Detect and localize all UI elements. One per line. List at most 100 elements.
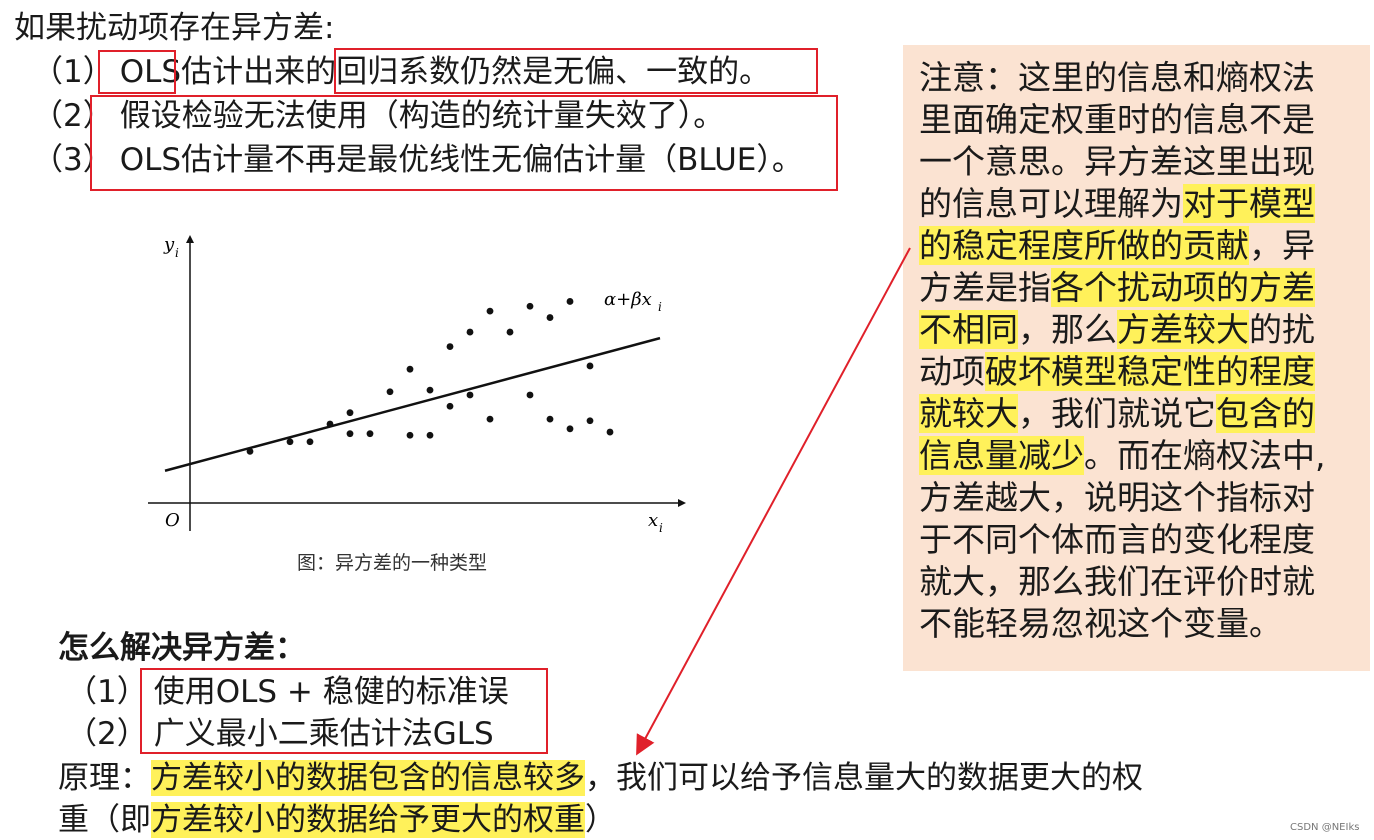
- note-text: 的信息可以理解为: [919, 184, 1183, 223]
- note-line: 一个意思。异方差这里出现: [919, 142, 1315, 181]
- consequence-2: （2） 假设检验无法使用（构造的统计量失效了）。: [32, 96, 724, 136]
- highlight-text: 不相同: [919, 310, 1018, 349]
- note-text: 的扰: [1249, 310, 1315, 349]
- note-line: 的稳定程度所做的贡献，异: [919, 225, 1315, 267]
- consequence-text: 估计出来的: [181, 54, 337, 90]
- note-text: 方差是指: [919, 268, 1051, 307]
- period: 。: [693, 98, 725, 134]
- note-text: ，我们就说它: [1018, 394, 1216, 433]
- item-number: （2）: [66, 716, 148, 752]
- regression-line-label: α+βx: [604, 289, 652, 310]
- note-line: 于不同个体而言的变化程度: [919, 520, 1315, 559]
- principle-text: 重（即: [58, 802, 151, 838]
- red-box-unbiased: [334, 48, 818, 94]
- note-text: 动项: [919, 352, 985, 391]
- scatter-figure: y i O x i α+βx i: [148, 234, 686, 535]
- y-axis-subscript: i: [175, 246, 179, 260]
- note-box: 注意：这里的信息和熵权法 里面确定权重时的信息不是 一个意思。异方差这里出现 的…: [903, 45, 1370, 671]
- item-number: （2）: [32, 98, 114, 134]
- highlight-text: 方差较小的数据给予更大的权重: [151, 802, 585, 838]
- highlight-text: 就较大: [919, 394, 1018, 433]
- scatter-point: [566, 425, 574, 433]
- consequence-1: （1） OLS估计出来的回归系数仍然是无偏、一致的。: [32, 52, 770, 92]
- scatter-point: [546, 415, 554, 423]
- y-axis-arrow: [186, 235, 194, 243]
- note-line: 里面确定权重时的信息不是: [919, 100, 1315, 139]
- scatter-point: [566, 298, 574, 305]
- scatter-point: [346, 409, 354, 417]
- highlight-text: 的稳定程度所做的贡献: [919, 226, 1249, 265]
- x-axis-arrow: [678, 499, 686, 507]
- scatter-point: [406, 431, 414, 439]
- solution-text: 广义最小二乘估计法GLS: [153, 716, 494, 752]
- item-number: （3）: [32, 142, 114, 178]
- figure-caption: 图：异方差的一种类型: [297, 552, 488, 574]
- note-line: 就较大，我们就说它包含的: [919, 393, 1315, 435]
- note-line: 动项破坏模型稳定性的程度: [919, 351, 1315, 393]
- scatter-point: [586, 417, 594, 425]
- note-line: 不相同，那么方差较大的扰: [919, 309, 1315, 351]
- arrow-line: [636, 247, 911, 756]
- item-number: （1）: [32, 54, 114, 90]
- regression-line: [164, 336, 661, 472]
- scatter-point: [426, 431, 434, 439]
- y-axis-label: y: [163, 234, 175, 255]
- period: 。: [739, 54, 771, 90]
- x-axis-subscript: i: [659, 521, 663, 535]
- scatter-point: [326, 420, 334, 428]
- scatter-point: [406, 365, 414, 373]
- scatter-point: [366, 430, 374, 438]
- highlight-text: 信息量减少: [919, 436, 1084, 475]
- solution-2: （2） 广义最小二乘估计法GLS: [66, 714, 494, 754]
- principle-text: ）: [585, 802, 616, 838]
- scatter-point: [546, 314, 554, 321]
- consequence-3: （3） OLS估计量不再是最优线性无偏估计量（BLUE）。: [32, 140, 803, 180]
- scatter-point: [446, 343, 454, 350]
- ols-term: OLS: [119, 54, 182, 90]
- highlight-text: 方差较小的数据包含的信息较多: [151, 760, 585, 796]
- note-line: 不能轻易忽视这个变量。: [919, 604, 1282, 643]
- x-axis-label: x: [648, 510, 658, 531]
- highlight-text: 各个扰动项的方差: [1051, 268, 1315, 307]
- scatter-point: [426, 386, 434, 394]
- scatter-point: [586, 362, 594, 370]
- highlight-text: 对于模型: [1183, 184, 1315, 223]
- item-number: （1）: [66, 674, 148, 710]
- watermark: CSDN @NEIks: [1290, 822, 1360, 833]
- red-box-items-2-3: [90, 95, 838, 191]
- scatter-point: [246, 448, 254, 455]
- solution-1: （1） 使用OLS + 稳健的标准误: [66, 672, 509, 712]
- solution-text: 使用OLS + 稳健的标准误: [153, 674, 509, 710]
- note-line: 就大，那么我们在评价时就: [919, 562, 1315, 601]
- origin-label: O: [165, 510, 180, 531]
- scatter-point: [286, 438, 294, 446]
- highlight-text: 方差较大: [1117, 310, 1249, 349]
- scatter-point: [486, 307, 494, 315]
- scatter-point: [526, 302, 534, 310]
- intro-text: 如果扰动项存在异方差:: [14, 10, 335, 46]
- note-line: 的信息可以理解为对于模型: [919, 183, 1315, 225]
- note-text: ，那么: [1018, 310, 1117, 349]
- solutions-title: 怎么解决异方差：: [58, 630, 306, 666]
- red-box-solutions: [140, 668, 548, 754]
- principle-line-2: 重（即方差较小的数据给予更大的权重）: [58, 800, 616, 840]
- highlight-text: 包含的: [1216, 394, 1315, 433]
- principle-line-1: 原理：方差较小的数据包含的信息较多，我们可以给予信息量大的数据更大的权: [58, 758, 1143, 798]
- scatter-point: [506, 328, 514, 336]
- note-text: ，异: [1249, 226, 1315, 265]
- scatter-point: [466, 391, 474, 399]
- note-line: 信息量减少。而在熵权法中,: [919, 435, 1326, 477]
- note-text: 。而在熵权法中,: [1084, 436, 1326, 475]
- note-line: 方差是指各个扰动项的方差: [919, 267, 1315, 309]
- consequence-text: 回归系数仍然是无偏、一致的: [336, 54, 740, 90]
- note-line: 方差越大，说明这个指标对: [919, 478, 1315, 517]
- scatter-point: [346, 430, 354, 438]
- consequence-text: OLS估计量不再是最优线性无偏估计量（BLUE）: [119, 142, 772, 178]
- principle-label: 原理：: [58, 760, 151, 796]
- highlight-text: 破坏模型稳定性的程度: [985, 352, 1315, 391]
- scatter-point: [486, 415, 494, 423]
- regression-line-subscript: i: [658, 300, 662, 314]
- red-box-ols: [98, 50, 176, 94]
- scatter-point: [306, 438, 314, 446]
